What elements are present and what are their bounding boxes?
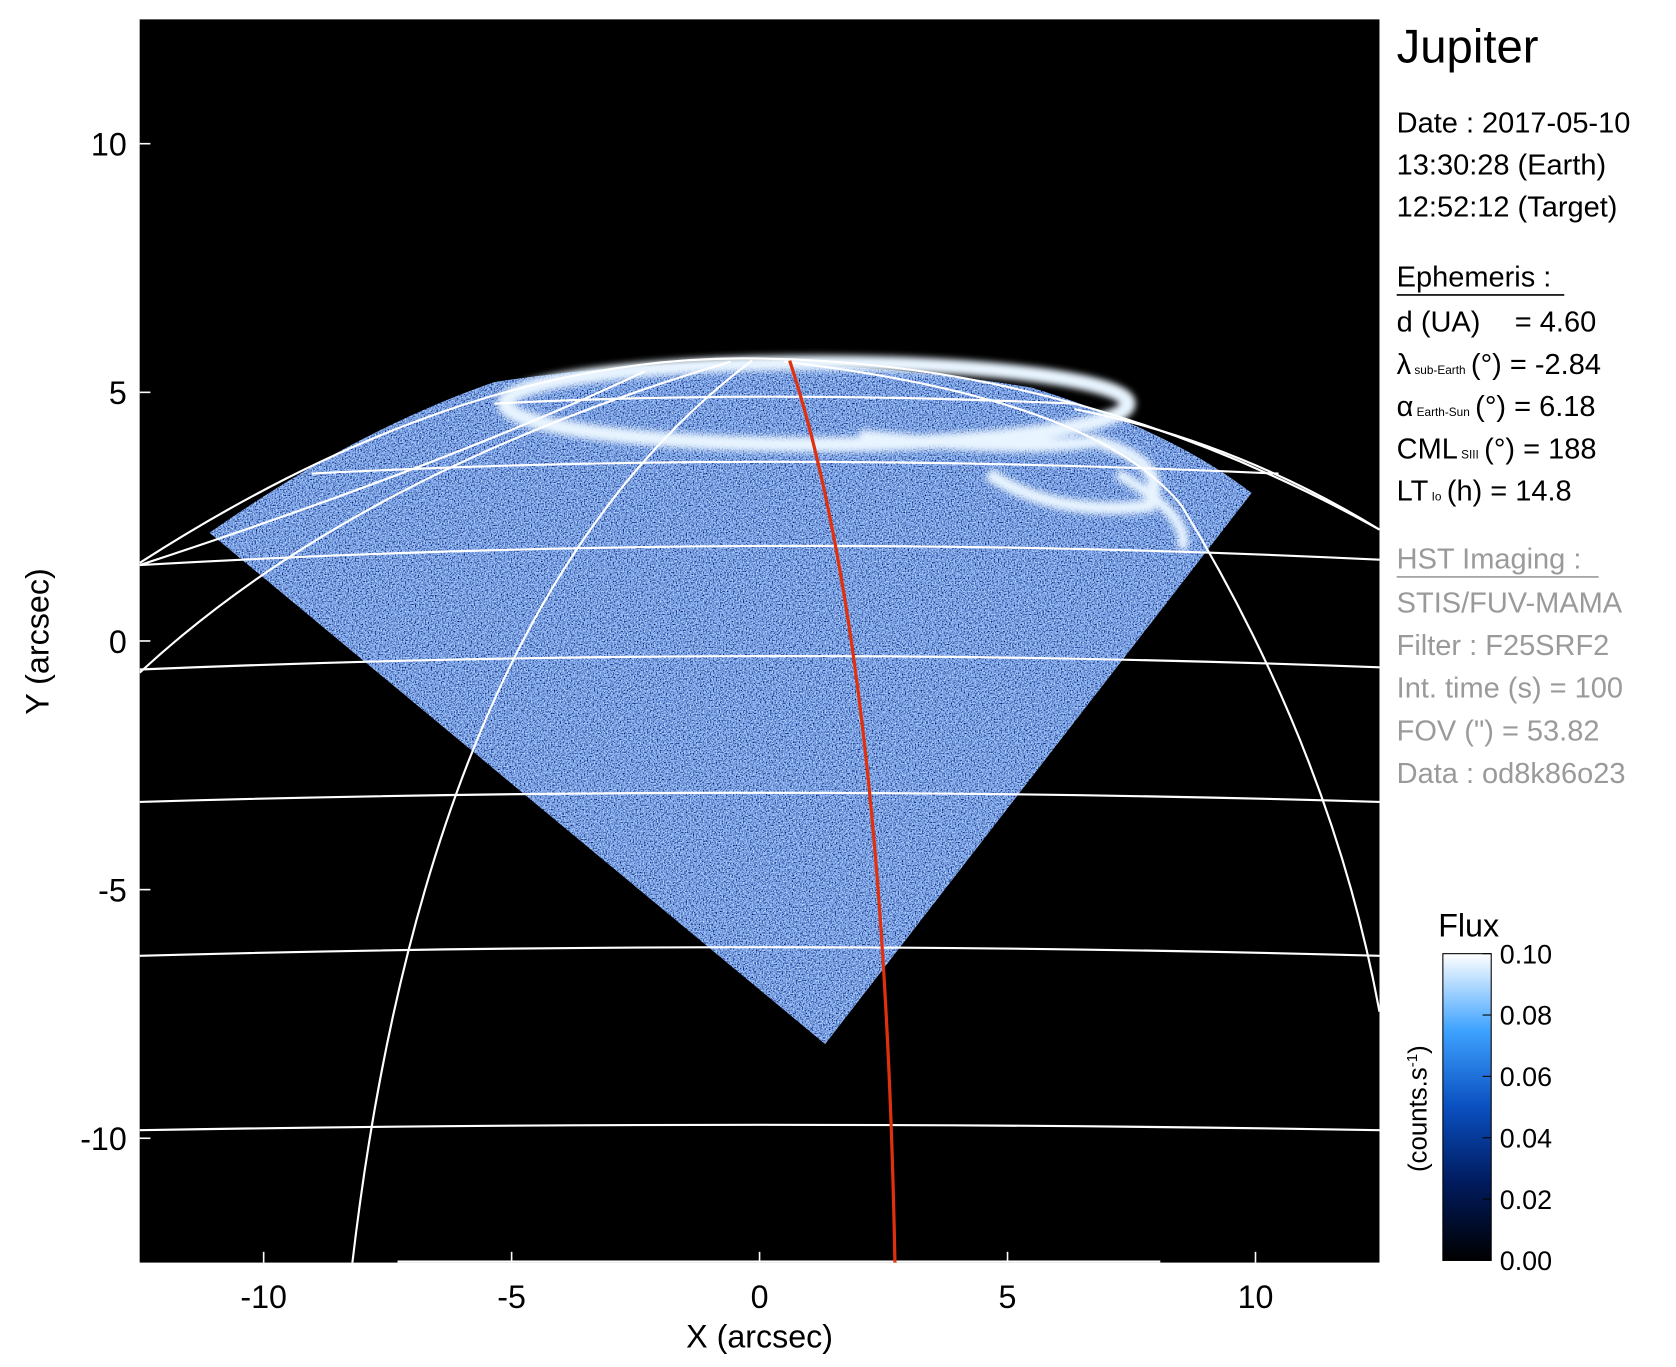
value: (°) = 6.18 [1475, 391, 1595, 423]
y-tick-label: -5 [98, 872, 127, 908]
colorbar-tick-label: 0.04 [1500, 1123, 1552, 1153]
y-axis-label: Y (arcsec) [19, 568, 55, 714]
colorbar-unit: (counts.s-1) [1404, 1045, 1433, 1172]
imaging-line: STIS/FUV-MAMA [1397, 587, 1623, 619]
y-tick-label: 10 [91, 127, 127, 163]
date-line: Date : 2017-05-10 [1397, 107, 1631, 139]
x-tick-label: -10 [240, 1279, 287, 1315]
imaging-title: HST Imaging : [1397, 543, 1582, 575]
y-tick-label: -10 [80, 1121, 127, 1157]
lat-lon-grid [139, 357, 1380, 1263]
ephemeris-line: d (UA) = 4.60 [1397, 307, 1597, 339]
x-tick-label: -5 [497, 1279, 526, 1315]
subscript: SIII [1461, 447, 1479, 461]
x-tick-label: 10 [1238, 1279, 1274, 1315]
value: (°) = -2.84 [1471, 349, 1601, 381]
symbol: d (UA) [1397, 307, 1481, 339]
y-tick-label: 0 [109, 624, 127, 660]
subscript: sub-Earth [1414, 363, 1465, 377]
colorbar [1442, 953, 1492, 1261]
colorbar-tick-label: 0.02 [1500, 1185, 1552, 1215]
imaging-line: Filter : F25SRF2 [1397, 630, 1610, 662]
symbol: λ [1397, 349, 1412, 381]
x-tick-label: 0 [751, 1279, 769, 1315]
x-tick-label: 5 [999, 1279, 1017, 1315]
unit-sup: -1 [1404, 1054, 1421, 1067]
imaging-line: Int. time (s) = 100 [1397, 673, 1623, 705]
ephemeris-line: λ sub-Earth (°) = -2.84 [1397, 349, 1601, 381]
ephemeris-line: LT Io (h) = 14.8 [1397, 476, 1572, 508]
unit-end: ) [1405, 1045, 1433, 1054]
unit: (counts.s [1405, 1067, 1433, 1172]
symbol: CML [1397, 433, 1458, 465]
imaging-line: Data : od8k86o23 [1397, 758, 1626, 790]
subscript: Io [1432, 490, 1442, 504]
imaging-line: FOV (") = 53.82 [1397, 715, 1600, 747]
colorbar-tick-label: 0.06 [1500, 1062, 1552, 1092]
colorbar-title: Flux [1438, 907, 1499, 943]
date-line: 12:52:12 (Target) [1397, 191, 1618, 223]
colorbar-tick-label: 0.10 [1500, 939, 1552, 969]
symbol: α [1397, 391, 1414, 423]
colorbar-tick-label: 0.08 [1500, 1001, 1552, 1031]
ephemeris-title: Ephemeris : [1397, 261, 1552, 293]
date-line: 13:30:28 (Earth) [1397, 149, 1606, 181]
ephemeris-line: α Earth-Sun (°) = 6.18 [1397, 391, 1596, 423]
value: (h) = 14.8 [1447, 476, 1572, 508]
symbol: LT [1397, 476, 1429, 508]
cml-line [788, 360, 897, 1263]
colorbar-tick-label: 0.00 [1500, 1246, 1552, 1276]
y-tick-label: 5 [109, 375, 127, 411]
value: (°) = 188 [1484, 433, 1596, 465]
subscript: Earth-Sun [1417, 405, 1470, 419]
value: = 4.60 [1515, 307, 1596, 339]
x-axis-label: X (arcsec) [686, 1319, 833, 1355]
panel-title: Jupiter [1397, 20, 1539, 73]
ephemeris-line: CML SIII (°) = 188 [1397, 433, 1597, 465]
